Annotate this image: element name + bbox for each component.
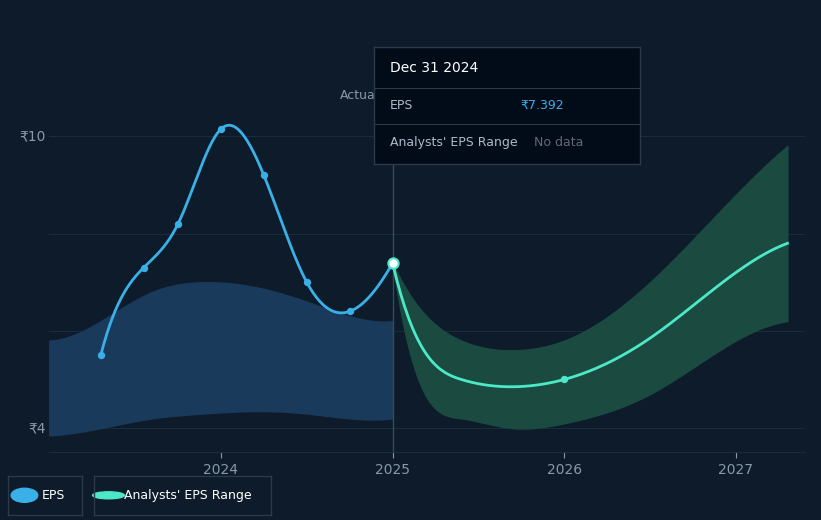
Point <box>557 375 571 384</box>
Circle shape <box>11 488 38 502</box>
Point <box>386 259 399 267</box>
Text: Analysts Forecasts: Analysts Forecasts <box>406 89 523 102</box>
Text: ₹10: ₹10 <box>19 129 45 144</box>
Circle shape <box>93 492 125 499</box>
Point <box>94 351 108 359</box>
Point <box>343 307 356 316</box>
Point <box>257 171 270 179</box>
Text: Analysts' EPS Range: Analysts' EPS Range <box>390 136 517 149</box>
Point <box>172 220 185 228</box>
Text: EPS: EPS <box>390 99 413 112</box>
Point <box>214 125 227 133</box>
Text: No data: No data <box>534 136 583 149</box>
Point <box>137 264 150 272</box>
Text: Analysts' EPS Range: Analysts' EPS Range <box>125 489 252 502</box>
Text: EPS: EPS <box>42 489 65 502</box>
Point <box>300 278 314 287</box>
Text: Dec 31 2024: Dec 31 2024 <box>390 61 478 75</box>
Text: ₹7.392: ₹7.392 <box>521 99 564 112</box>
Text: Actual: Actual <box>340 89 378 102</box>
Text: ₹4: ₹4 <box>28 421 45 435</box>
